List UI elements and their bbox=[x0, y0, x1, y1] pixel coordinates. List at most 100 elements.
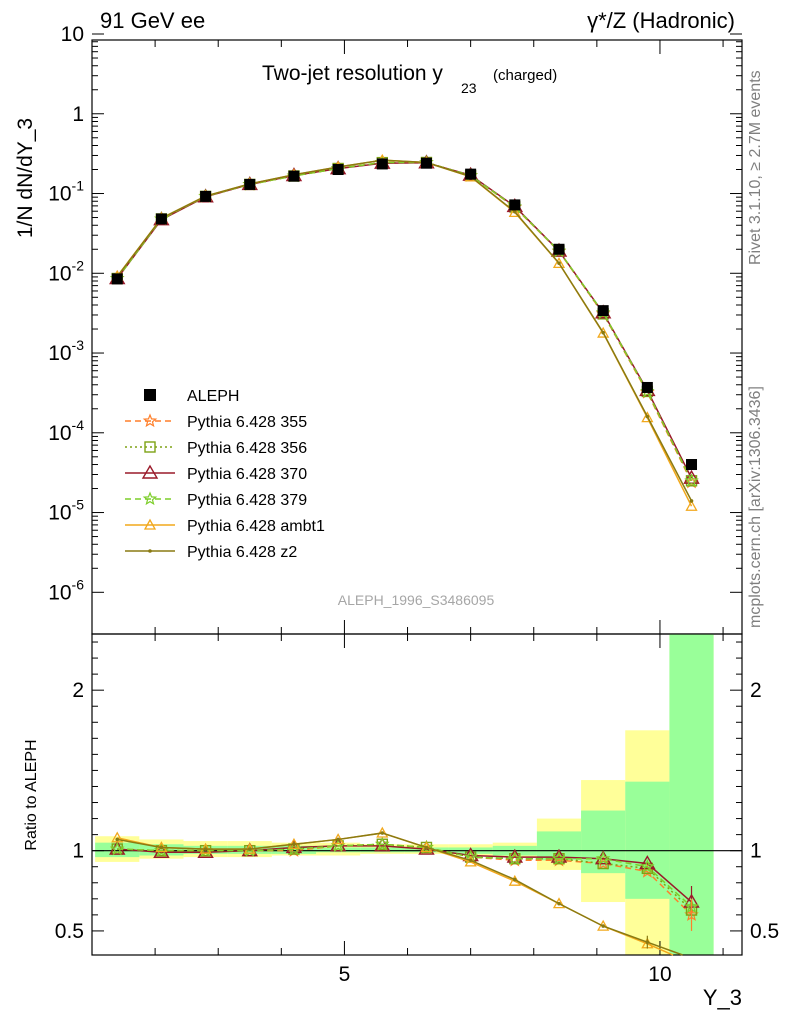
ratio-point-2 bbox=[550, 848, 568, 863]
ratio-point-3 bbox=[154, 843, 169, 857]
ratio-plot-area: 0.5 0.5 1 1 2 2 5 10 bbox=[55, 633, 779, 986]
legend-marker bbox=[148, 549, 152, 553]
legend-marker bbox=[144, 389, 156, 401]
ratio-ylabel: Ratio to ALEPH bbox=[23, 739, 40, 850]
ratio-point-3 bbox=[507, 851, 523, 865]
legend-label: Pythia 6.428 z2 bbox=[187, 544, 297, 561]
data-point bbox=[641, 381, 653, 393]
data-point bbox=[686, 459, 698, 471]
series-line-3 bbox=[116, 161, 693, 482]
x-axis-label: Y_3 bbox=[703, 985, 742, 1010]
ratio-ytick-label-right: 1 bbox=[750, 840, 762, 863]
ratio-point-4 bbox=[552, 897, 566, 909]
main-ytick-label: 10-1 bbox=[48, 178, 84, 206]
ratio-point-5 bbox=[380, 831, 385, 835]
legend-label: Pythia 6.428 ambt1 bbox=[187, 518, 325, 535]
ratio-point-2 bbox=[639, 855, 656, 870]
main-ytick-label: 10-5 bbox=[48, 497, 84, 525]
data-point bbox=[420, 157, 432, 169]
series-point-5 bbox=[601, 330, 605, 335]
ratio-band-green bbox=[271, 845, 317, 854]
ratio-point-4 bbox=[376, 826, 389, 838]
ratio-point-3 bbox=[375, 836, 390, 851]
main-ytick-label: 1 bbox=[72, 103, 84, 126]
analysis-watermark: ALEPH_1996_S3486095 bbox=[338, 592, 495, 608]
ratio-ytick-label-right: 2 bbox=[750, 679, 762, 702]
legend-marker bbox=[141, 464, 159, 479]
ratio-line-3 bbox=[117, 843, 693, 908]
ratio-line-2 bbox=[117, 845, 693, 903]
title-tail: (charged) bbox=[493, 67, 557, 84]
ratio-point-2 bbox=[506, 848, 524, 863]
main-ytick-label: 10 bbox=[61, 23, 84, 46]
rivet-label: Rivet 3.1.10, ≥ 2.7M events bbox=[747, 70, 764, 265]
series-line-5 bbox=[116, 159, 693, 502]
ratio-point-5 bbox=[513, 877, 517, 882]
legend-marker bbox=[144, 441, 156, 453]
data-point bbox=[509, 199, 521, 211]
ratio-point-5 bbox=[159, 845, 164, 850]
ratio-point-2 bbox=[109, 840, 126, 855]
data-point bbox=[597, 305, 609, 317]
series-point-5 bbox=[513, 209, 517, 214]
ratio-point-5 bbox=[557, 901, 561, 906]
series-line-0 bbox=[116, 161, 693, 483]
ratio-point-4 bbox=[111, 831, 124, 843]
legend-marker bbox=[142, 413, 158, 428]
ratio-point-5 bbox=[115, 837, 120, 842]
ratio-band-green bbox=[316, 847, 361, 853]
ratio-point-3 bbox=[595, 851, 611, 865]
data-point bbox=[465, 168, 477, 180]
ratio-ytick-label: 1 bbox=[72, 840, 84, 863]
series-point-4 bbox=[597, 326, 610, 338]
main-ytick-label: 10-2 bbox=[48, 257, 84, 285]
chart-title: Two-jet resolution y 23 (charged) bbox=[262, 62, 557, 96]
ratio-point-3 bbox=[109, 841, 125, 856]
ratio-band-green bbox=[536, 831, 582, 861]
ratio-point-5 bbox=[247, 847, 252, 851]
ratio-line-5 bbox=[117, 832, 683, 956]
ratio-ytick-label-right: 0.5 bbox=[750, 920, 779, 943]
main-plot-area: 10-6 10-5 10-4 10-3 10-2 10-1 1 10 bbox=[48, 23, 743, 635]
data-point bbox=[376, 158, 388, 170]
data-point bbox=[155, 213, 167, 225]
main-ytick-exponent: -3 bbox=[72, 337, 85, 353]
series-point-4 bbox=[641, 411, 654, 423]
ratio-band-green bbox=[139, 844, 184, 856]
series-point-3 bbox=[684, 473, 699, 487]
header-left: 91 GeV ee bbox=[100, 8, 205, 33]
legend-label: Pythia 6.428 379 bbox=[187, 492, 307, 509]
title-subscript: 23 bbox=[461, 80, 477, 96]
main-ytick-exponent: -6 bbox=[72, 576, 85, 592]
legend-marker bbox=[143, 518, 157, 530]
series-point-5 bbox=[689, 499, 694, 503]
ratio-point-3 bbox=[640, 859, 655, 873]
main-ylabel: 1/N dN/dY_3 bbox=[14, 118, 37, 238]
series-point-5 bbox=[645, 414, 650, 419]
ratio-point-5 bbox=[292, 842, 296, 847]
series-point-4 bbox=[685, 499, 698, 511]
ratio-point-5 bbox=[203, 847, 208, 851]
series-point-4 bbox=[552, 257, 566, 269]
data-point bbox=[332, 164, 344, 176]
legend-marker bbox=[142, 491, 158, 506]
ratio-ytick-label: 2 bbox=[72, 679, 84, 702]
series-point-4 bbox=[508, 206, 521, 218]
legend-label: Pythia 6.428 356 bbox=[187, 440, 307, 457]
xtick-label: 10 bbox=[648, 963, 671, 986]
ratio-point-2 bbox=[594, 850, 612, 865]
ratio-point-3 bbox=[551, 851, 567, 865]
series-line-1 bbox=[116, 161, 693, 482]
series-point-5 bbox=[557, 261, 561, 265]
ratio-point-2 bbox=[329, 837, 347, 852]
main-ytick-exponent: -1 bbox=[72, 178, 85, 194]
title-main: Two-jet resolution y bbox=[262, 62, 443, 85]
data-point bbox=[200, 190, 212, 202]
ratio-point-5 bbox=[424, 845, 429, 850]
main-ytick-label: 10-6 bbox=[48, 576, 84, 604]
main-ytick-exponent: -5 bbox=[72, 497, 85, 513]
legend-label: Pythia 6.428 370 bbox=[187, 466, 307, 483]
main-ytick-label: 10-4 bbox=[48, 417, 84, 445]
ratio-point-5 bbox=[601, 924, 605, 928]
